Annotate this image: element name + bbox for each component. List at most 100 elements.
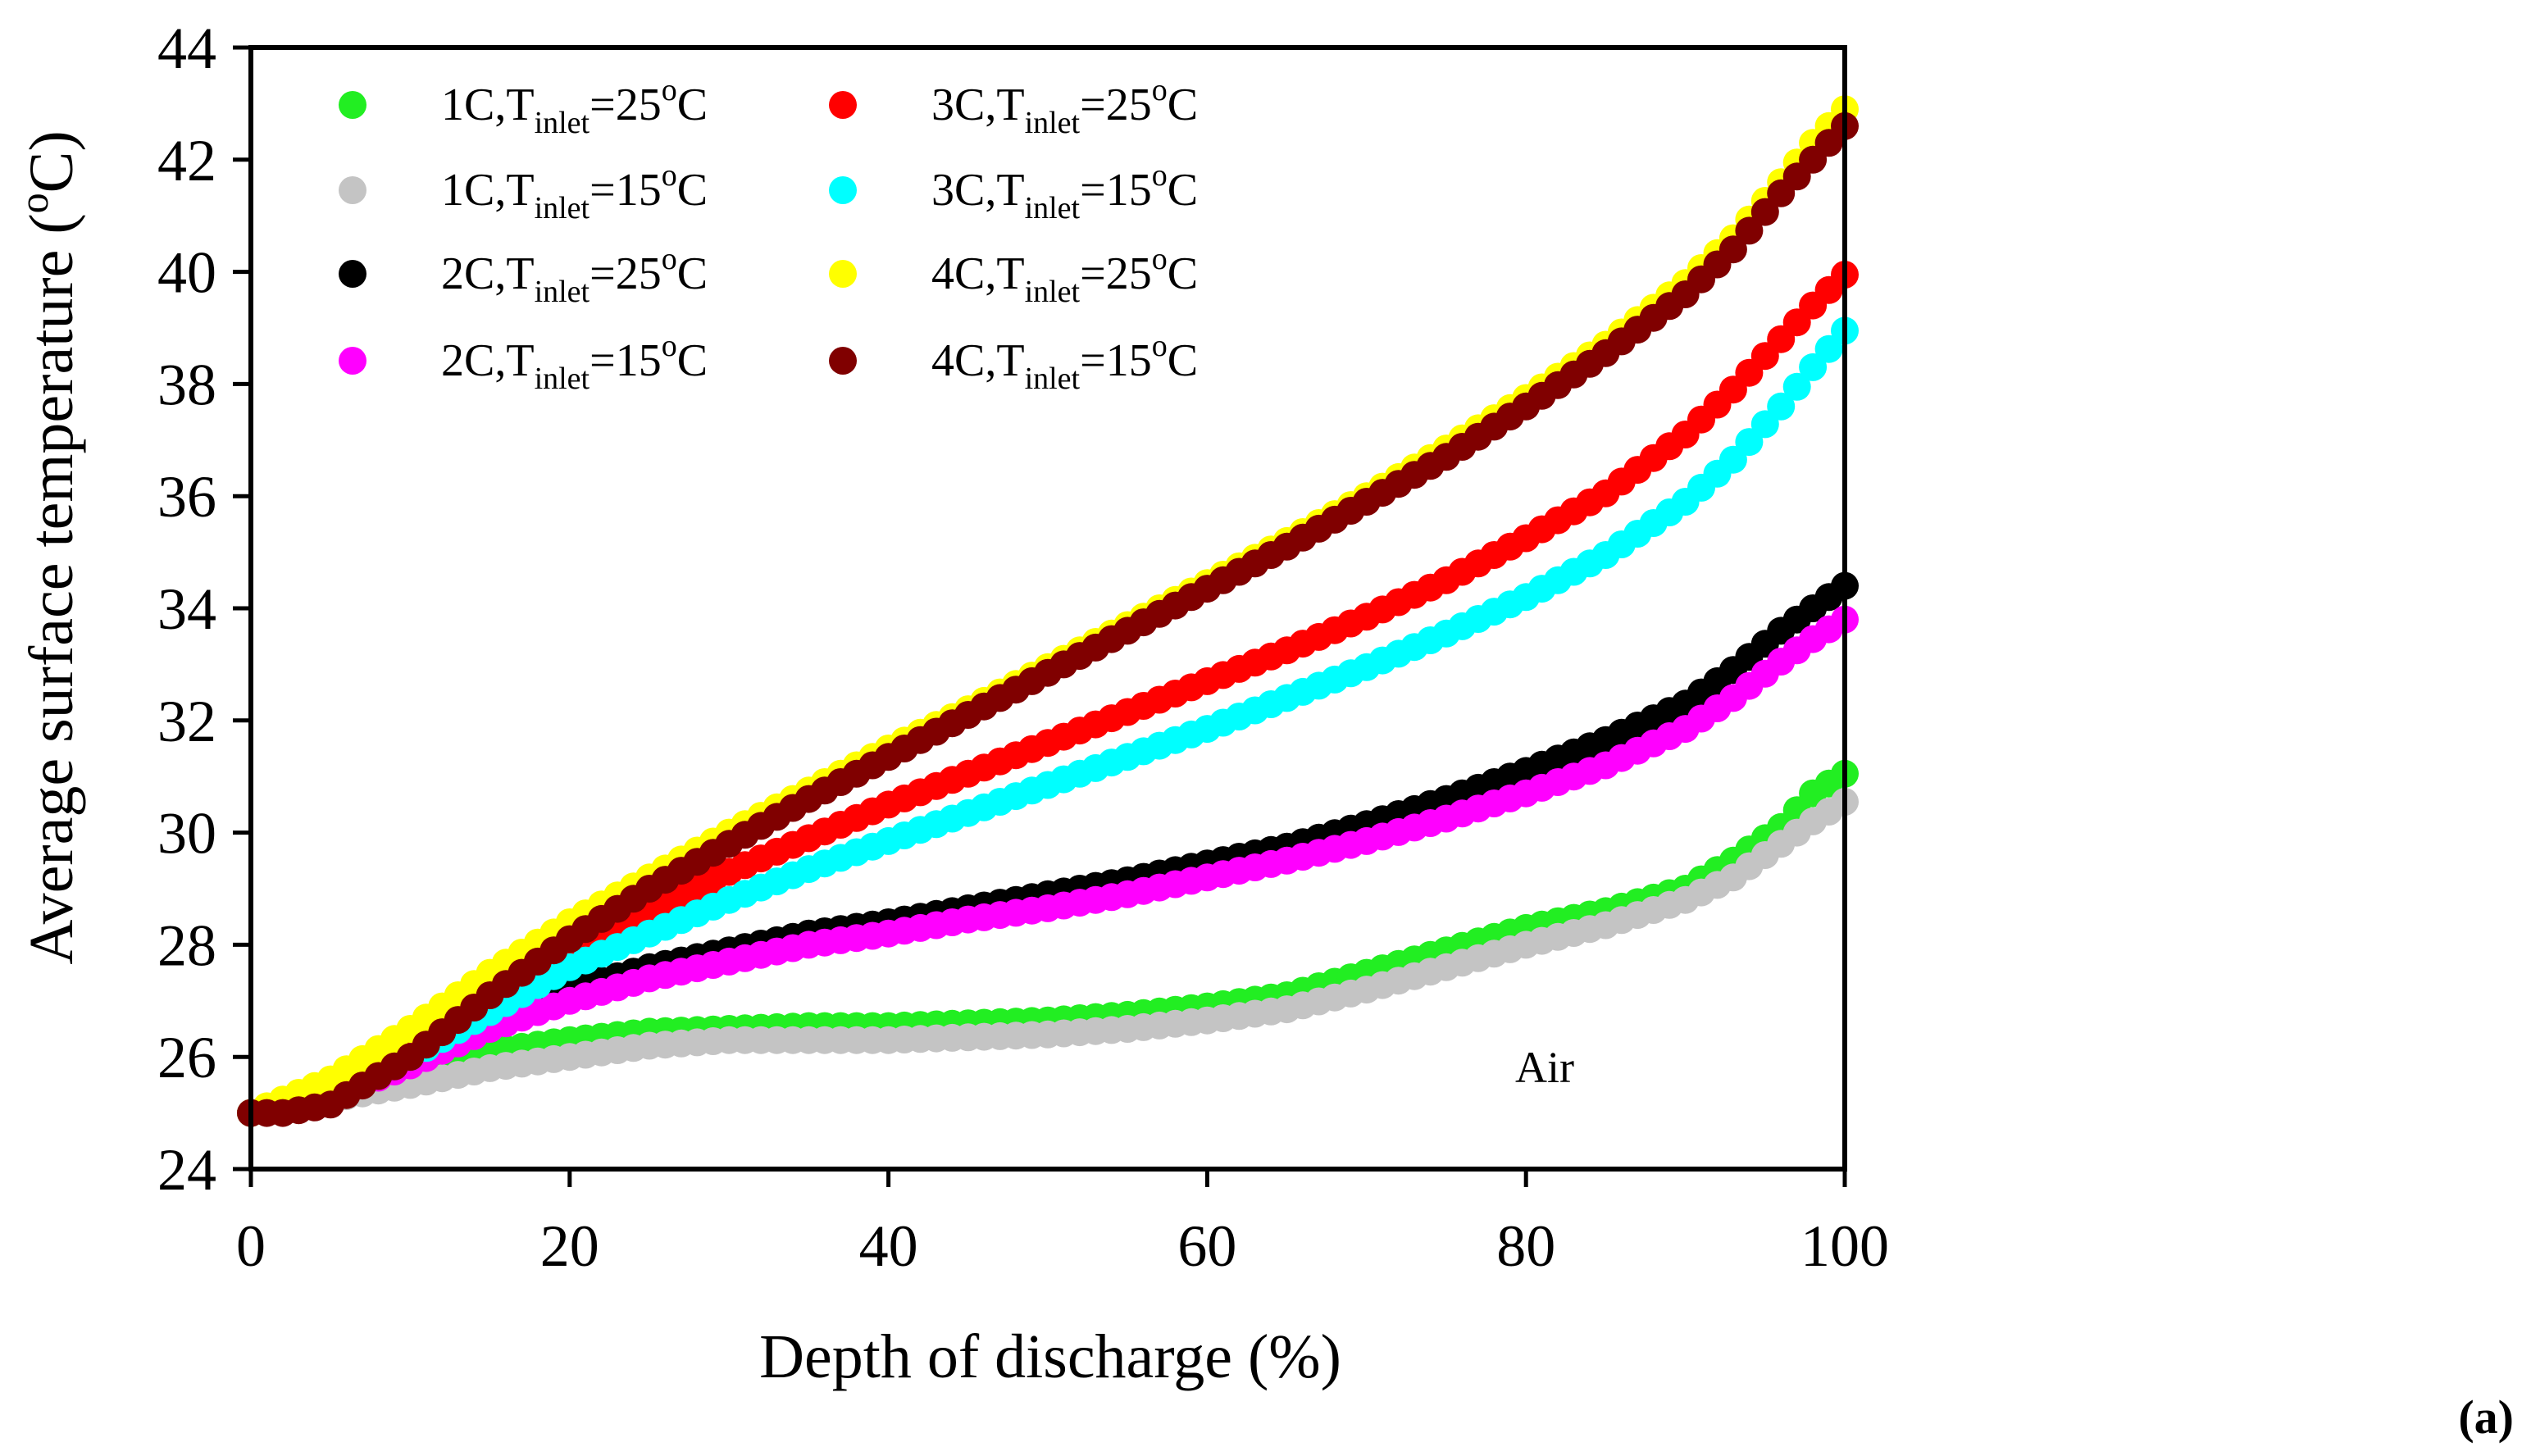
legend-label-part: 4C,T [931, 335, 1025, 386]
x-axis-ticks: 0 20 40 60 80 100 [236, 1169, 1889, 1279]
legend-marker [339, 176, 366, 204]
legend-marker [339, 347, 366, 375]
legend-label-part: 2C,T [441, 335, 535, 386]
legend-label-part: o [662, 158, 677, 193]
annotation-air: Air [1515, 1043, 1574, 1092]
legend-label: 4C,Tinlet=25oC [931, 242, 1198, 309]
data-point [1719, 445, 1747, 474]
legend-label-part: inlet [535, 106, 590, 140]
legend-marker [829, 260, 857, 288]
legend-label-part: inlet [1025, 275, 1081, 309]
y-tick-label: 34 [157, 576, 216, 642]
legend-item: 2C,Tinlet=15oC [339, 329, 708, 396]
x-tick-label: 40 [859, 1213, 918, 1279]
x-tick-label: 100 [1800, 1213, 1889, 1279]
y-tick-label: 38 [157, 352, 216, 417]
legend-label-part: o [662, 242, 677, 276]
y-tick-label: 30 [157, 801, 216, 867]
data-point [1735, 216, 1764, 245]
legend-label-part: 4C,T [931, 248, 1025, 299]
y-axis-title-sup: o [11, 193, 57, 213]
legend-label: 2C,Tinlet=15oC [441, 329, 708, 396]
legend-label-part: inlet [1025, 362, 1081, 396]
legend-label: 1C,Tinlet=15oC [441, 158, 708, 225]
legend-label-part: 2C,T [441, 248, 535, 299]
series-8 [237, 111, 1859, 1127]
legend-label-part: o [1152, 329, 1168, 363]
legend-label-part: C [1168, 335, 1198, 386]
panel-label: (a) [2458, 1390, 2514, 1444]
legend-label-part: 3C,T [931, 165, 1025, 216]
y-tick-label: 28 [157, 912, 216, 978]
legend-label: 3C,Tinlet=15oC [931, 158, 1198, 225]
legend-item: 1C,Tinlet=15oC [339, 158, 708, 225]
legend-label-part: =15 [590, 165, 662, 216]
legend-label-part: C [1168, 80, 1198, 130]
legend-label-part: =25 [1080, 248, 1152, 299]
legend-label-part: =15 [1080, 165, 1152, 216]
data-point [1719, 235, 1747, 264]
series-6 [237, 316, 1859, 1127]
legend-label-part: 1C,T [441, 165, 535, 216]
legend: 1C,Tinlet=25oC1C,Tinlet=15oC2C,Tinlet=25… [339, 73, 1198, 396]
legend-marker [339, 260, 366, 288]
legend-label-part: C [677, 165, 708, 216]
legend-label-part: 3C,T [931, 80, 1025, 130]
legend-label-part: inlet [1025, 191, 1081, 225]
data-point [1799, 353, 1828, 381]
data-point [1750, 198, 1779, 226]
legend-label: 1C,Tinlet=25oC [441, 73, 708, 140]
legend-label-part: C [677, 335, 708, 386]
y-tick-label: 42 [157, 128, 216, 193]
plot-marks [237, 95, 1859, 1127]
x-axis-title: Depth of discharge (%) [759, 1322, 1341, 1391]
x-tick-label: 80 [1496, 1213, 1555, 1279]
legend-item: 1C,Tinlet=25oC [339, 73, 708, 140]
legend-label: 3C,Tinlet=25oC [931, 73, 1198, 140]
legend-label-part: =15 [1080, 335, 1152, 386]
legend-marker [339, 91, 366, 119]
x-tick-label: 60 [1177, 1213, 1236, 1279]
legend-marker [829, 347, 857, 375]
series-2 [237, 788, 1859, 1127]
legend-label-part: o [1152, 158, 1168, 193]
legend-label-part: =25 [590, 248, 662, 299]
legend-item: 2C,Tinlet=25oC [339, 242, 708, 309]
legend-label: 2C,Tinlet=25oC [441, 242, 708, 309]
data-point [1814, 334, 1843, 363]
y-tick-label: 40 [157, 240, 216, 306]
legend-label-part: C [1168, 248, 1198, 299]
legend-label-part: inlet [1025, 106, 1081, 140]
legend-item: 3C,Tinlet=15oC [829, 158, 1198, 225]
data-point [1750, 410, 1779, 439]
legend-label-part: =25 [1080, 80, 1152, 130]
x-tick-label: 20 [540, 1213, 599, 1279]
data-point [1767, 392, 1796, 421]
data-point [1782, 372, 1811, 401]
legend-label-part: inlet [535, 275, 590, 309]
data-point [1735, 428, 1764, 457]
legend-label-part: =25 [590, 80, 662, 130]
legend-label-part: 1C,T [441, 80, 535, 130]
legend-label-part: =15 [590, 335, 662, 386]
y-tick-label: 24 [157, 1137, 216, 1203]
legend-item: 4C,Tinlet=25oC [829, 242, 1198, 309]
y-tick-label: 36 [157, 464, 216, 530]
legend-item: 3C,Tinlet=25oC [829, 73, 1198, 140]
legend-label-part: C [677, 80, 708, 130]
legend-label-part: inlet [535, 191, 590, 225]
y-tick-label: 32 [157, 689, 216, 754]
y-axis-ticks: 24 26 28 30 32 34 36 38 40 42 44 [157, 16, 251, 1203]
legend-marker [829, 176, 857, 204]
x-tick-label: 0 [236, 1213, 266, 1279]
legend-label-part: o [662, 73, 677, 107]
legend-label-part: C [1168, 165, 1198, 216]
y-axis-title: Average surface temperature (oC) [11, 130, 86, 964]
legend-item: 4C,Tinlet=15oC [829, 329, 1198, 396]
y-axis-title-main: Average surface temperature ( [17, 213, 86, 964]
legend-label-part: C [677, 248, 708, 299]
legend-label-part: o [1152, 73, 1168, 107]
legend-marker [829, 91, 857, 119]
legend-label: 4C,Tinlet=15oC [931, 329, 1198, 396]
